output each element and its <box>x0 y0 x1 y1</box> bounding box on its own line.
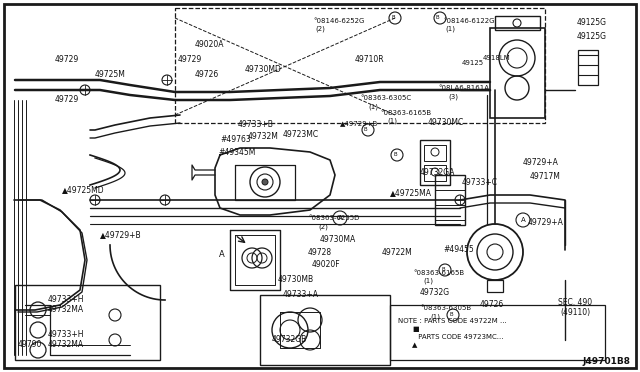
Text: (1): (1) <box>430 313 440 320</box>
Text: B: B <box>449 312 452 317</box>
Bar <box>15 285 160 360</box>
Text: 49725M: 49725M <box>95 70 126 79</box>
Text: 49730MD: 49730MD <box>245 65 282 74</box>
Text: PARTS CODE 49723MC...: PARTS CODE 49723MC... <box>398 334 504 340</box>
Text: °08363-6165B: °08363-6165B <box>380 110 431 116</box>
Text: (2): (2) <box>318 223 328 230</box>
Text: ■: ■ <box>412 326 419 332</box>
Bar <box>495 16 540 30</box>
Text: A: A <box>219 250 225 259</box>
Text: 49729+A: 49729+A <box>523 158 559 167</box>
Text: 49717M: 49717M <box>530 172 561 181</box>
Text: 49733+H: 49733+H <box>48 295 84 304</box>
Text: 49733+C: 49733+C <box>462 178 498 187</box>
Text: 49125G: 49125G <box>577 18 607 27</box>
Text: 49726: 49726 <box>480 300 504 309</box>
Text: ▲: ▲ <box>412 342 417 348</box>
Text: 49733+H: 49733+H <box>48 330 84 339</box>
Text: 49722M: 49722M <box>382 248 413 257</box>
Text: 49020A: 49020A <box>195 40 225 49</box>
Text: (3): (3) <box>448 93 458 99</box>
Bar <box>260 295 390 365</box>
Bar <box>390 305 605 360</box>
Text: 49730MC: 49730MC <box>428 118 464 127</box>
Text: 49730MB: 49730MB <box>278 275 314 284</box>
Text: B: B <box>436 15 440 20</box>
Text: 49125G: 49125G <box>577 32 607 41</box>
Text: ▲49725MD: ▲49725MD <box>62 185 104 194</box>
Bar <box>435 175 465 225</box>
Text: °08146-6252G: °08146-6252G <box>313 18 364 24</box>
Text: A: A <box>520 217 525 223</box>
Text: (1): (1) <box>368 103 378 109</box>
Text: 49730MA: 49730MA <box>320 235 356 244</box>
Text: (1): (1) <box>445 26 455 32</box>
Bar <box>490 28 545 118</box>
Text: 49790: 49790 <box>18 340 42 349</box>
Text: #49455: #49455 <box>443 245 474 254</box>
Text: NOTE : PARTS CODE 49722M ...: NOTE : PARTS CODE 49722M ... <box>398 318 507 324</box>
Bar <box>424 165 446 181</box>
Bar <box>424 145 446 161</box>
Text: °08363-6305B: °08363-6305B <box>420 305 471 311</box>
Text: 49729+A: 49729+A <box>528 218 564 227</box>
Text: 49710R: 49710R <box>355 55 385 64</box>
Text: °08363-6255D: °08363-6255D <box>308 215 360 221</box>
Text: 49729: 49729 <box>178 55 202 64</box>
Bar <box>487 280 503 292</box>
Bar <box>420 140 450 185</box>
Bar <box>578 50 598 85</box>
Text: (1): (1) <box>423 278 433 285</box>
Text: 49733+B: 49733+B <box>238 120 274 129</box>
Text: 49732GA: 49732GA <box>420 168 456 177</box>
Text: ▲49725MA: ▲49725MA <box>390 188 432 197</box>
Text: B: B <box>364 127 367 132</box>
Text: 49728: 49728 <box>308 248 332 257</box>
Text: SEC. 490: SEC. 490 <box>558 298 592 307</box>
Text: 49726: 49726 <box>195 70 220 79</box>
Text: 49733+A: 49733+A <box>283 290 319 299</box>
Text: 4918LM: 4918LM <box>483 55 511 61</box>
Text: 49729: 49729 <box>55 55 79 64</box>
Circle shape <box>262 179 268 185</box>
Text: ▲49729+B: ▲49729+B <box>100 230 141 239</box>
Text: 49732MA: 49732MA <box>48 305 84 314</box>
Text: °08363-6165B: °08363-6165B <box>413 270 464 276</box>
Text: °08LA6-8161A: °08LA6-8161A <box>438 85 489 91</box>
Text: °08363-6305C: °08363-6305C <box>360 95 411 101</box>
Text: 49125: 49125 <box>462 60 484 66</box>
Text: A: A <box>338 215 342 221</box>
Text: °08146-6122G: °08146-6122G <box>443 18 495 24</box>
Text: 49020F: 49020F <box>312 260 340 269</box>
Text: B: B <box>441 267 445 272</box>
Text: 49732MA: 49732MA <box>48 340 84 349</box>
Text: #49763: #49763 <box>220 135 251 144</box>
Text: 49732M: 49732M <box>248 132 279 141</box>
Text: 49732G: 49732G <box>420 288 450 297</box>
Text: #49345M: #49345M <box>218 148 255 157</box>
Text: J49701B8: J49701B8 <box>582 357 630 366</box>
Text: B: B <box>393 152 397 157</box>
Text: ▲49729+B: ▲49729+B <box>340 120 378 126</box>
Text: (1): (1) <box>387 118 397 125</box>
Text: (49110): (49110) <box>560 308 590 317</box>
Text: (2): (2) <box>315 26 325 32</box>
Bar <box>175 8 545 123</box>
Text: B: B <box>391 15 395 20</box>
Text: 49729: 49729 <box>55 95 79 104</box>
Text: 49723MC: 49723MC <box>283 130 319 139</box>
Text: 49732GB: 49732GB <box>272 335 307 344</box>
